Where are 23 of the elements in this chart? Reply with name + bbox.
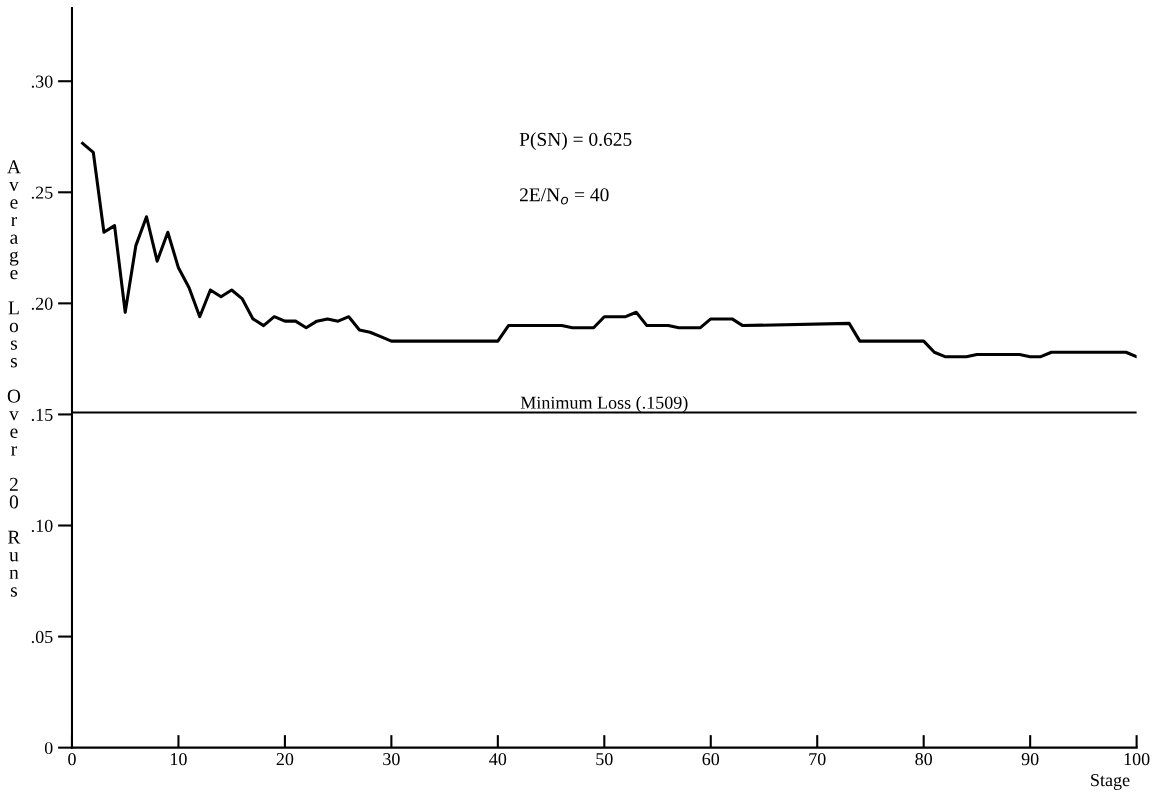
annotation: P(SN) = 0.625 (519, 132, 632, 150)
x-tick-label: 90 (1021, 753, 1039, 766)
x-tick-label: 60 (702, 753, 720, 766)
ref-line-label: Minimum Loss (.1509) (520, 396, 688, 413)
x-tick-label: 20 (276, 753, 294, 766)
x-tick-label: 10 (171, 753, 187, 766)
y-tick-label: 0 (44, 741, 53, 755)
y-tick-label: .15 (31, 408, 53, 421)
y-tick-label: .10 (31, 519, 53, 533)
y-tick-label: .30 (31, 75, 53, 88)
x-axis-title: Stage (1091, 774, 1130, 790)
y-tick-label: .05 (31, 630, 53, 644)
x-tick-label: 70 (809, 753, 826, 766)
y-tick-label: .25 (31, 186, 53, 199)
x-tick-label: 100 (1124, 753, 1150, 766)
x-tick-label: 50 (596, 753, 613, 766)
y-tick-label: .20 (31, 297, 53, 310)
text: Average Loss Over 20 Runs (7, 160, 21, 597)
annotation: 2E/N$_{o}$ = 40 (519, 188, 609, 205)
x-tick-label: 0 (68, 753, 76, 766)
x-tick-label: 30 (383, 753, 400, 766)
x-tick-label: 80 (915, 753, 933, 766)
x-tick-label: 40 (489, 753, 507, 766)
